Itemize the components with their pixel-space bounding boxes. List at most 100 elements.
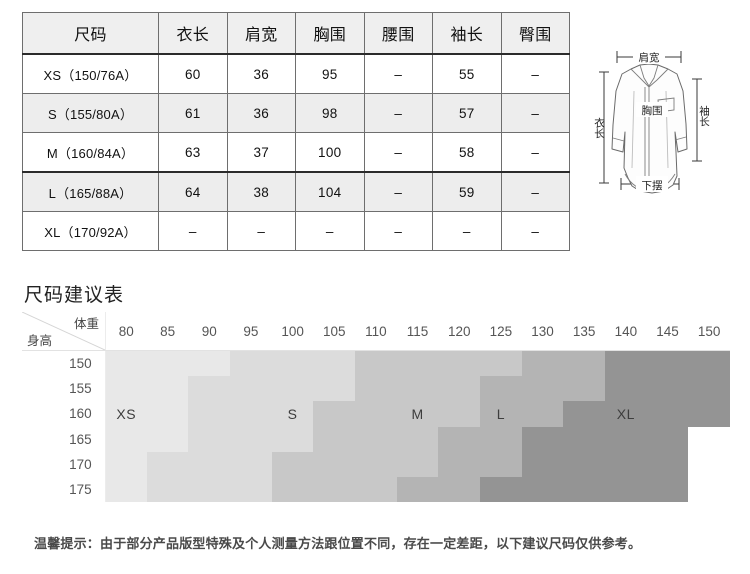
spec-row-size: XS（150/76A）	[22, 53, 159, 94]
size-zone-cell-xs	[105, 451, 147, 477]
size-zone-cell-xs	[105, 350, 147, 377]
spec-header-bust: 胸围	[295, 12, 365, 55]
size-zone-cell-s	[271, 350, 314, 377]
spec-cell: 104	[295, 171, 365, 212]
table-row: 170	[22, 451, 730, 477]
corner-diagonal-divider	[22, 312, 105, 350]
table-row: 165	[22, 426, 730, 452]
size-zone-cell-m	[396, 376, 439, 402]
spec-header-waist: 腰围	[363, 12, 433, 55]
size-zone-cell-xl	[688, 350, 730, 377]
garment-measurement-diagram: 肩宽 胸围 下摆 衣长 袖长	[582, 28, 744, 224]
spec-header-hip: 臀围	[500, 12, 570, 55]
size-zone-cell-l	[521, 401, 564, 427]
table-row: S（155/80A） 61 36 98 – 57 –	[22, 93, 570, 133]
spec-cell: 36	[226, 53, 296, 94]
size-zone-cell-m	[313, 476, 356, 503]
spec-cell: –	[363, 132, 433, 173]
size-zone-cell-s	[230, 426, 272, 452]
spec-cell: –	[363, 53, 433, 94]
size-zone-cell-xl	[521, 451, 564, 477]
table-row: XS（150/76A） 60 36 95 – 55 –	[22, 53, 570, 94]
spec-header-size: 尺码	[22, 12, 159, 55]
spec-cell: 36	[226, 93, 296, 133]
spec-header-sleeve: 袖长	[432, 12, 502, 55]
spec-header-shoulder: 肩宽	[226, 12, 296, 55]
spec-cell: –	[363, 211, 433, 251]
size-zone-cell-empty	[688, 426, 730, 452]
spec-cell: 64	[158, 171, 228, 212]
size-zone-cell-l	[480, 376, 522, 402]
size-zone-cell-s	[313, 350, 356, 377]
height-row-header: 150	[22, 350, 106, 377]
weight-column-header: 105	[313, 312, 356, 351]
size-zone-cell-xs	[188, 350, 231, 377]
size-zone-cell-xl	[646, 426, 689, 452]
size-zone-label: M	[411, 405, 424, 422]
size-zone-cell-m	[355, 426, 397, 452]
label-length: 衣长	[593, 117, 605, 139]
spec-cell: 60	[158, 53, 228, 94]
size-zone-cell-s	[271, 426, 314, 452]
spec-cell: 63	[158, 132, 228, 173]
spec-cell: –	[295, 211, 365, 251]
size-zone-cell-xs	[146, 350, 189, 377]
size-zone-cell-xl: XL	[605, 401, 647, 427]
spec-cell: –	[500, 171, 570, 212]
size-zone-cell-xs	[105, 426, 147, 452]
weight-column-header: 145	[646, 312, 689, 351]
spec-cell: 59	[432, 171, 502, 212]
weight-column-header: 85	[146, 312, 189, 351]
size-zone-cell-empty	[688, 476, 730, 503]
size-zone-cell-xl	[605, 376, 647, 402]
size-zone-cell-xl	[563, 451, 605, 477]
table-row: XL（170/92A） – – – – – –	[22, 211, 570, 251]
size-zone-cell-m	[313, 426, 356, 452]
size-zone-cell-l	[438, 476, 481, 503]
spec-row-size: M（160/84A）	[22, 132, 159, 173]
spec-header-length: 衣长	[158, 12, 228, 55]
weight-column-header: 115	[396, 312, 439, 351]
page-title: 尺码建议表	[24, 285, 125, 306]
size-zone-cell-m	[396, 350, 439, 377]
axis-corner-cell: 体重 身高	[22, 312, 106, 351]
spec-cell: –	[363, 171, 433, 212]
spec-cell: –	[500, 132, 570, 173]
size-zone-cell-xl	[605, 350, 647, 377]
size-zone-cell-s	[230, 350, 272, 377]
size-zone-cell-xl	[521, 426, 564, 452]
weight-column-header: 100	[271, 312, 314, 351]
size-zone-cell-m	[355, 376, 397, 402]
size-zone-cell-l	[563, 376, 605, 402]
size-zone-cell-xl	[688, 376, 730, 402]
size-zone-cell-m	[438, 401, 481, 427]
size-zone-label: XS	[116, 405, 137, 422]
size-zone-cell-xl	[605, 451, 647, 477]
size-zone-cell-s	[230, 451, 272, 477]
size-zone-cell-l	[480, 451, 522, 477]
weight-column-header: 140	[605, 312, 647, 351]
size-zone-cell-m	[396, 451, 439, 477]
size-zone-label: S	[287, 405, 298, 422]
size-zone-cell-xs	[105, 476, 147, 503]
size-zone-label: L	[496, 405, 505, 422]
size-zone-cell-m	[396, 426, 439, 452]
size-zone-cell-m: M	[396, 401, 439, 427]
height-row-header: 170	[22, 451, 106, 477]
weight-column-header: 90	[188, 312, 231, 351]
size-zone-cell-l	[480, 426, 522, 452]
spec-cell: –	[500, 93, 570, 133]
table-row: 175	[22, 476, 730, 503]
size-zone-cell-m	[271, 451, 314, 477]
size-zone-cell-xl	[563, 401, 605, 427]
size-zone-cell-m	[438, 376, 481, 402]
weight-column-header: 120	[438, 312, 481, 351]
size-zone-cell-m	[438, 350, 481, 377]
height-row-header: 175	[22, 476, 106, 503]
size-zone-cell-m	[355, 350, 397, 377]
spec-cell: –	[363, 93, 433, 133]
weight-column-header: 95	[230, 312, 272, 351]
size-zone-cell-m	[355, 451, 397, 477]
size-zone-label: XL	[616, 405, 635, 422]
spec-cell: 98	[295, 93, 365, 133]
